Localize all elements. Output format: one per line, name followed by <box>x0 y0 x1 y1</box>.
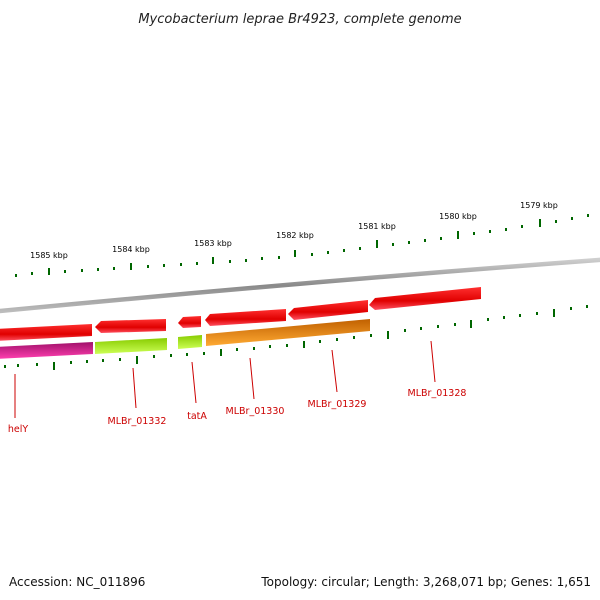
magenta-feature <box>0 342 93 359</box>
kbp-label: 1582 kbp <box>276 231 314 240</box>
kbp-label: 1585 kbp <box>30 251 68 260</box>
gene-labels: helY MLBr_01332 tatA MLBr_01330 MLBr_013… <box>8 340 467 435</box>
accession-text: Accession: NC_011896 <box>9 575 146 589</box>
genome-summary-text: Topology: circular; Length: 3,268,071 bp… <box>261 575 591 589</box>
kbp-label: 1579 kbp <box>520 201 558 210</box>
kbp-label: 1583 kbp <box>194 239 232 248</box>
gene-label-mlbr-01330: MLBr_01330 <box>226 406 285 417</box>
red-gene-arrow <box>95 319 166 333</box>
colored-feature-track <box>0 319 370 359</box>
lime-feature <box>95 338 167 354</box>
red-gene-arrow <box>288 300 368 320</box>
inner-tick-ring <box>4 305 588 370</box>
red-feature-track <box>0 287 481 341</box>
lime-feature <box>178 335 202 349</box>
red-gene-arrow <box>205 309 286 326</box>
leader-line <box>430 340 436 383</box>
orange-feature <box>206 319 370 346</box>
kbp-tick-major <box>48 219 541 275</box>
gene-label-mlbr-01328: MLBr_01328 <box>408 388 467 399</box>
kbp-label: 1580 kbp <box>439 212 477 221</box>
map-title: Mycobacterium leprae Br4923, complete ge… <box>138 12 461 27</box>
gene-label-tata: tatA <box>187 411 207 422</box>
red-gene-arrow <box>0 324 92 341</box>
gene-label-mlbr-01329: MLBr_01329 <box>308 399 367 410</box>
kbp-tick-minor <box>15 214 589 277</box>
gene-label-hely: helY <box>8 424 29 435</box>
red-gene-arrow <box>178 316 201 328</box>
leader-line <box>132 367 137 409</box>
kbp-label: 1584 kbp <box>112 245 150 254</box>
outer-tick-ring: 1585 kbp 1584 kbp 1583 kbp 1582 kbp 1581… <box>15 201 589 277</box>
leader-line <box>331 349 338 393</box>
kbp-label: 1581 kbp <box>358 222 396 231</box>
genome-backbone <box>0 257 600 314</box>
leader-line <box>191 361 197 404</box>
gene-label-mlbr-01332: MLBr_01332 <box>108 416 167 427</box>
red-gene-arrow <box>369 287 481 310</box>
leader-line <box>249 357 255 400</box>
